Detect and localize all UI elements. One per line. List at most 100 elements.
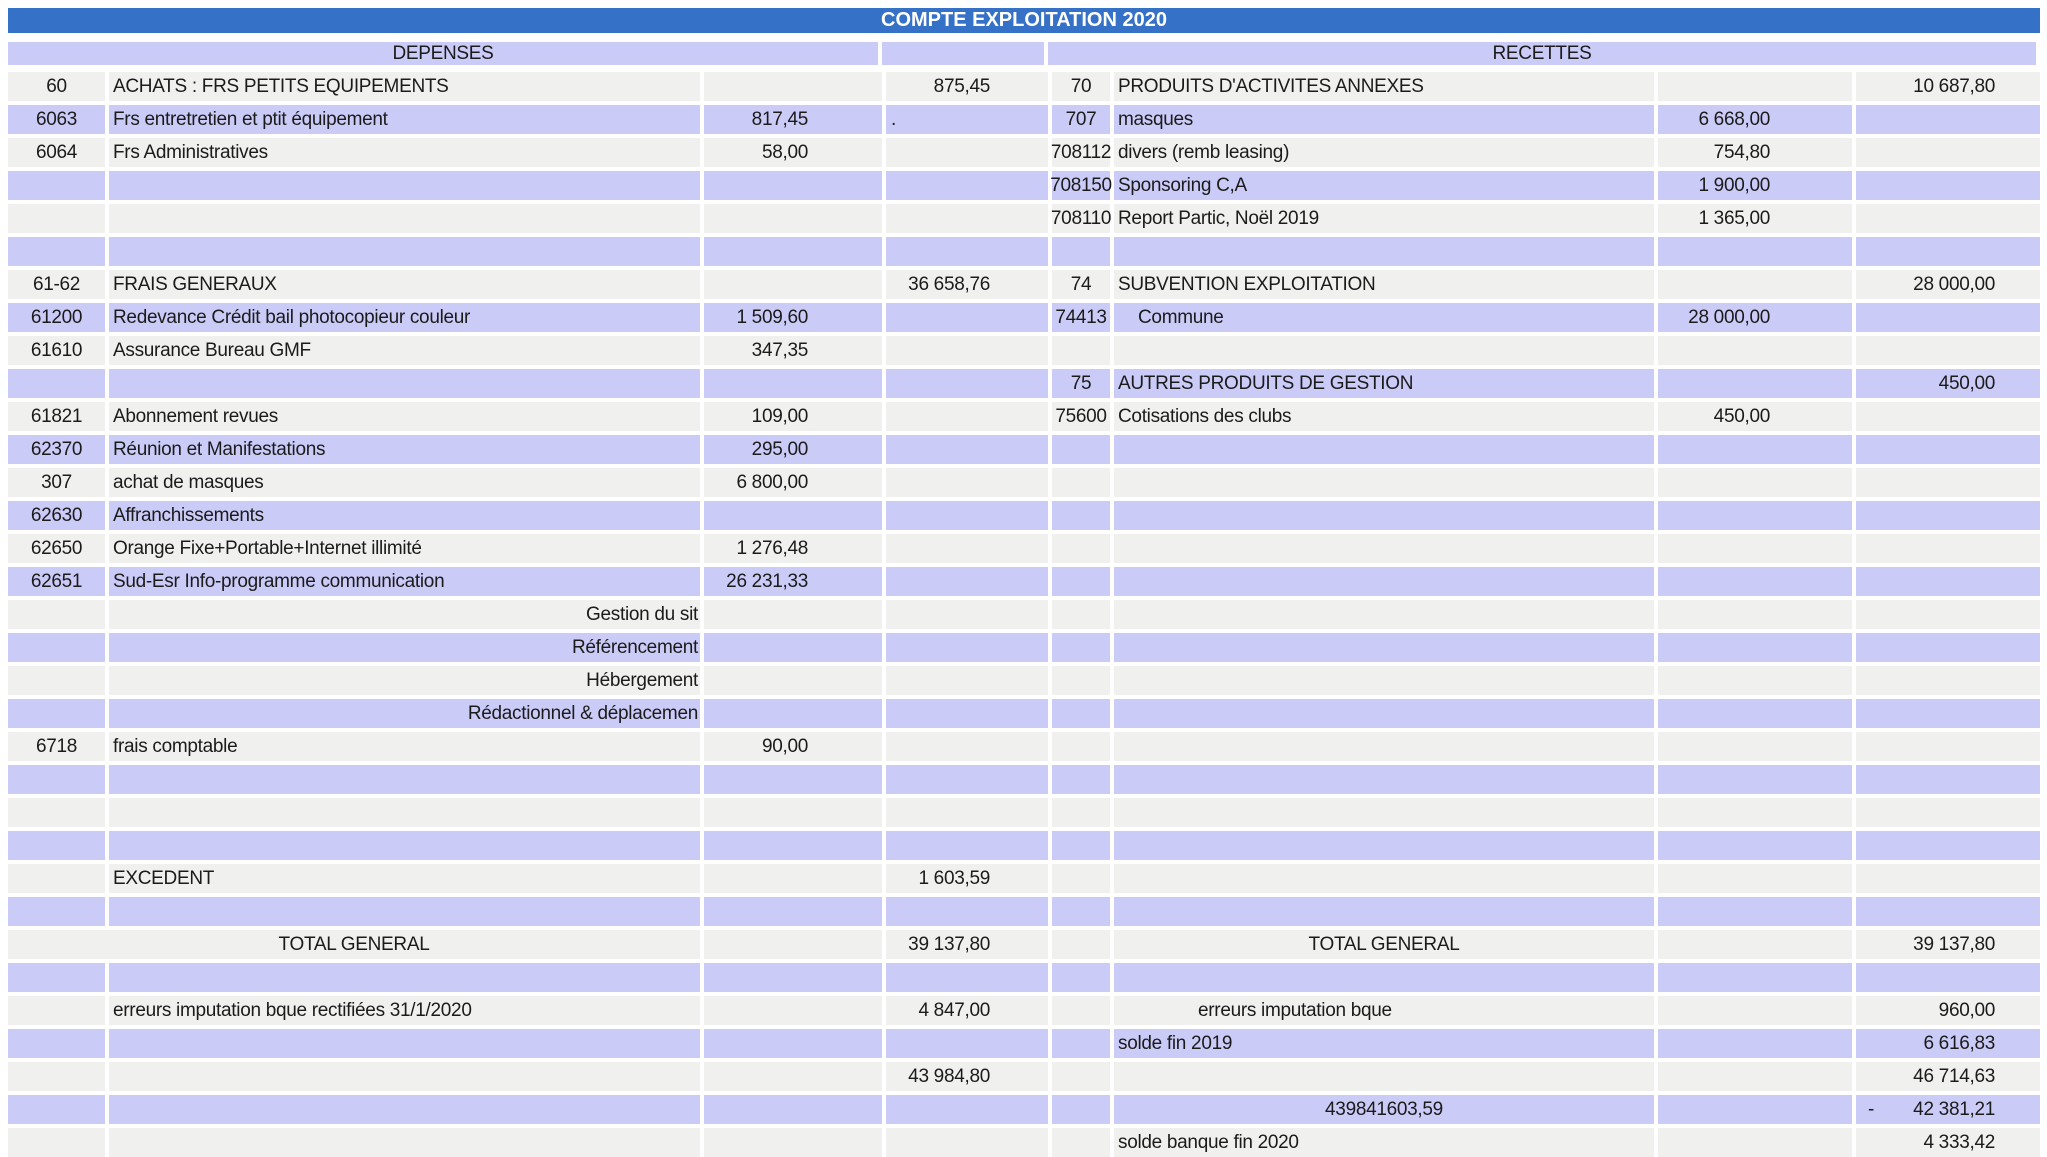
cell-right-amount[interactable] bbox=[1658, 732, 1852, 761]
cell-right-total[interactable] bbox=[1856, 237, 2040, 266]
cell-left-code[interactable]: 6064 bbox=[8, 138, 105, 167]
cell-left-total[interactable] bbox=[886, 567, 1048, 596]
cell-left-total[interactable] bbox=[886, 765, 1048, 794]
cell-right-label[interactable] bbox=[1114, 600, 1654, 629]
cell-left-total[interactable]: 4 847,00 bbox=[886, 996, 1048, 1025]
cell-right-total[interactable] bbox=[1856, 732, 2040, 761]
cell-right-total[interactable] bbox=[1856, 666, 2040, 695]
cell-right-amount[interactable] bbox=[1658, 831, 1852, 860]
cell-right-total[interactable] bbox=[1856, 567, 2040, 596]
cell-right-label[interactable]: AUTRES PRODUITS DE GESTION bbox=[1114, 369, 1654, 398]
cell-left-label[interactable]: Abonnement revues bbox=[109, 402, 700, 431]
cell-left-label[interactable]: frais comptable bbox=[109, 732, 700, 761]
cell-left-amount[interactable] bbox=[704, 237, 882, 266]
cell-right-total[interactable] bbox=[1856, 633, 2040, 662]
cell-right-code[interactable] bbox=[1052, 897, 1110, 926]
cell-left-total[interactable] bbox=[886, 798, 1048, 827]
cell-left-amount[interactable] bbox=[704, 600, 882, 629]
cell-right-code[interactable] bbox=[1052, 996, 1110, 1025]
cell-left-label[interactable] bbox=[109, 765, 700, 794]
cell-left-amount[interactable] bbox=[704, 996, 882, 1025]
cell-left-total[interactable] bbox=[886, 1128, 1048, 1157]
cell-right-total[interactable]: 46 714,63 bbox=[1856, 1062, 2040, 1091]
cell-left-label[interactable]: EXCEDENT bbox=[109, 864, 700, 893]
cell-left-code[interactable] bbox=[8, 666, 105, 695]
cell-left-total[interactable]: . bbox=[886, 105, 1048, 134]
cell-left-amount[interactable] bbox=[704, 864, 882, 893]
cell-left-amount[interactable]: 58,00 bbox=[704, 138, 882, 167]
cell-right-amount[interactable] bbox=[1658, 633, 1852, 662]
cell-right-total[interactable] bbox=[1856, 831, 2040, 860]
cell-right-amount[interactable] bbox=[1658, 864, 1852, 893]
cell-left-label[interactable]: Affranchissements bbox=[109, 501, 700, 530]
cell-right-code[interactable] bbox=[1052, 831, 1110, 860]
cell-left-total[interactable] bbox=[886, 534, 1048, 563]
cell-right-total[interactable] bbox=[1856, 765, 2040, 794]
cell-right-label[interactable] bbox=[1114, 567, 1654, 596]
cell-left-total[interactable] bbox=[886, 1095, 1048, 1124]
cell-left-label[interactable] bbox=[109, 1062, 700, 1091]
cell-left-label[interactable] bbox=[109, 171, 700, 200]
cell-right-code[interactable]: 707 bbox=[1052, 105, 1110, 134]
cell-left-label[interactable]: ACHATS : FRS PETITS EQUIPEMENTS bbox=[109, 72, 700, 101]
cell-right-label[interactable]: solde banque fin 2020 bbox=[1114, 1128, 1654, 1157]
cell-left-amount[interactable]: 90,00 bbox=[704, 732, 882, 761]
cell-right-code[interactable] bbox=[1052, 864, 1110, 893]
cell-right-label[interactable] bbox=[1114, 699, 1654, 728]
cell-right-amount[interactable]: 754,80 bbox=[1658, 138, 1852, 167]
cell-left-code[interactable]: 62651 bbox=[8, 567, 105, 596]
cell-left-label[interactable]: Frs Administratives bbox=[109, 138, 700, 167]
cell-right-label[interactable] bbox=[1114, 237, 1654, 266]
cell-right-total[interactable] bbox=[1856, 105, 2040, 134]
cell-left-label[interactable]: Hébergement bbox=[109, 666, 700, 695]
cell-left-label[interactable]: Assurance Bureau GMF bbox=[109, 336, 700, 365]
sheet-title-cell[interactable]: COMPTE EXPLOITATION 2020 bbox=[8, 8, 2040, 33]
cell-right-amount[interactable] bbox=[1658, 963, 1852, 992]
cell-left-label[interactable]: Rédactionnel & déplacemen bbox=[109, 699, 700, 728]
cell-right-total[interactable]: 10 687,80 bbox=[1856, 72, 2040, 101]
cell-left-code[interactable] bbox=[8, 996, 105, 1025]
cell-right-label[interactable] bbox=[1114, 468, 1654, 497]
cell-left-label[interactable] bbox=[109, 897, 700, 926]
cell-right-label[interactable] bbox=[1114, 897, 1654, 926]
cell-left-amount[interactable]: 109,00 bbox=[704, 402, 882, 431]
cell-right-total[interactable] bbox=[1856, 138, 2040, 167]
cell-left-amount[interactable] bbox=[704, 501, 882, 530]
cell-right-label[interactable] bbox=[1114, 666, 1654, 695]
cell-left-amount[interactable] bbox=[704, 831, 882, 860]
cell-left-total[interactable] bbox=[886, 633, 1048, 662]
cell-left-total[interactable] bbox=[886, 666, 1048, 695]
cell-right-label[interactable] bbox=[1114, 765, 1654, 794]
cell-left-label[interactable]: Orange Fixe+Portable+Internet illimité bbox=[109, 534, 700, 563]
cell-left-label[interactable] bbox=[109, 1128, 700, 1157]
cell-left-total[interactable] bbox=[886, 336, 1048, 365]
cell-left-total[interactable] bbox=[886, 600, 1048, 629]
cell-left-amount[interactable] bbox=[704, 72, 882, 101]
header-depenses-cell[interactable]: DEPENSES bbox=[8, 42, 878, 65]
cell-right-amount[interactable] bbox=[1658, 468, 1852, 497]
cell-left-amount[interactable]: 1 276,48 bbox=[704, 534, 882, 563]
cell-right-amount[interactable]: 6 668,00 bbox=[1658, 105, 1852, 134]
cell-left-total[interactable] bbox=[886, 171, 1048, 200]
cell-right-code[interactable] bbox=[1052, 501, 1110, 530]
cell-right-total[interactable] bbox=[1856, 600, 2040, 629]
cell-right-code[interactable]: 74 bbox=[1052, 270, 1110, 299]
cell-left-code[interactable] bbox=[8, 237, 105, 266]
cell-right-total[interactable]: 28 000,00 bbox=[1856, 270, 2040, 299]
cell-right-amount[interactable] bbox=[1658, 72, 1852, 101]
cell-right-code[interactable]: 708150 bbox=[1050, 171, 1112, 200]
cell-right-amount[interactable] bbox=[1658, 699, 1852, 728]
header-recettes-cell[interactable]: RECETTES bbox=[1048, 42, 2036, 65]
cell-right-total[interactable]: 6 616,83 bbox=[1856, 1029, 2040, 1058]
cell-left-label[interactable] bbox=[109, 204, 700, 233]
cell-right-amount[interactable] bbox=[1658, 798, 1852, 827]
cell-left-total[interactable] bbox=[886, 732, 1048, 761]
cell-right-total[interactable] bbox=[1856, 699, 2040, 728]
cell-right-amount[interactable] bbox=[1658, 1128, 1852, 1157]
cell-right-total[interactable] bbox=[1856, 534, 2040, 563]
cell-right-label[interactable]: PRODUITS D'ACTIVITES ANNEXES bbox=[1114, 72, 1654, 101]
cell-right-label[interactable]: erreurs imputation bque bbox=[1114, 996, 1654, 1025]
cell-right-total[interactable]: 960,00 bbox=[1856, 996, 2040, 1025]
cell-right-label[interactable] bbox=[1114, 1062, 1654, 1091]
cell-left-label[interactable]: Redevance Crédit bail photocopieur coule… bbox=[109, 303, 700, 332]
